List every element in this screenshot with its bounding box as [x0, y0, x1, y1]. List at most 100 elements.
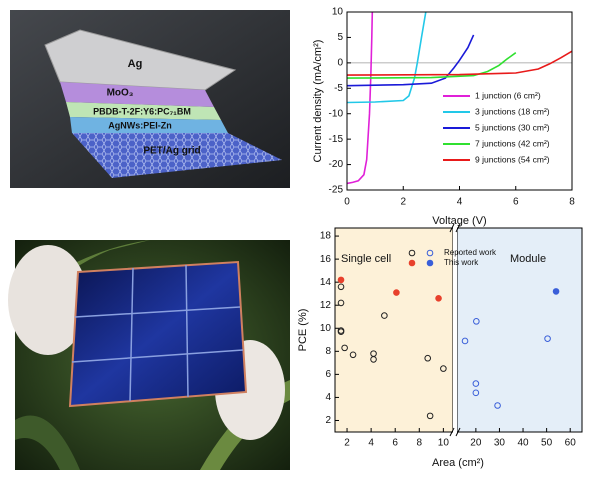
data-point [337, 328, 345, 336]
x-tick-label: 2 [400, 197, 406, 208]
data-point [337, 283, 345, 291]
y-tick-label: -25 [329, 185, 344, 196]
x-tick-label: 40 [517, 438, 529, 449]
legend-label: 9 junctions (54 cm²) [475, 154, 550, 164]
x-tick-label: 50 [541, 438, 553, 449]
data-point [440, 365, 447, 372]
y-tick-label: -5 [334, 83, 343, 94]
y-tick-label: 10 [320, 323, 332, 334]
data-point [473, 318, 480, 325]
x-tick-label: 4 [368, 438, 374, 449]
x-tick-label: 2 [344, 438, 350, 449]
x-tick-label: 6 [392, 438, 398, 449]
axis-break [453, 226, 457, 434]
x-tick-label: 0 [344, 197, 350, 208]
jv-curve [346, 52, 517, 79]
layer-label: AgNWs:PEI-Zn [108, 120, 172, 130]
y-tick-label: 6 [325, 369, 331, 380]
module-divider [74, 306, 241, 318]
y-tick-label: 12 [320, 300, 332, 311]
data-point [341, 344, 348, 352]
legend-marker [408, 259, 416, 267]
data-point [472, 389, 480, 397]
data-point [461, 337, 469, 345]
leaf [15, 415, 80, 470]
layer-ag [44, 29, 237, 91]
data-point [494, 402, 501, 409]
data-point [337, 276, 345, 284]
data-point [370, 356, 377, 363]
region-background [335, 228, 453, 432]
break-mark [455, 427, 461, 437]
x-tick-label: 30 [494, 438, 506, 449]
legend-label: Reported work [444, 248, 497, 257]
jv-curve [346, 34, 475, 87]
layer-agnws [70, 117, 228, 133]
module-divider [185, 264, 189, 398]
y-tick-label: 5 [337, 32, 343, 43]
legend-label: 3 junctions (18 cm²) [475, 106, 550, 116]
layer-label: PET/Ag grid [143, 146, 200, 157]
y-tick-label: 4 [325, 392, 331, 403]
x-tick-label: 6 [513, 197, 519, 208]
module-divider [71, 349, 244, 363]
data-point [472, 380, 480, 387]
data-point [552, 288, 560, 295]
layer-active [66, 102, 221, 120]
y-tick-label: 14 [320, 277, 332, 288]
y-axis-label: Current density (mA/cm²) [312, 40, 324, 163]
data-point [435, 295, 442, 302]
x-tick-label: 60 [565, 438, 577, 449]
break-mark [455, 223, 461, 233]
solar-module [68, 260, 248, 408]
data-point [393, 289, 400, 296]
jv-curve [346, 11, 427, 104]
x-tick-label: 8 [417, 438, 423, 449]
legend-marker [426, 259, 434, 267]
x-tick-label: 20 [470, 438, 482, 449]
break-mark [449, 427, 455, 437]
data-point [424, 354, 432, 362]
data-point [426, 412, 434, 420]
y-tick-label: 16 [320, 254, 332, 265]
x-tick-label: 10 [438, 438, 450, 449]
data-point [544, 335, 551, 342]
layer-pet [72, 133, 282, 178]
y-tick-label: -10 [329, 108, 344, 119]
legend-marker [408, 249, 416, 257]
legend-label: 1 junction (6 cm²) [475, 90, 541, 100]
data-point [337, 299, 345, 307]
module-divider [129, 267, 134, 402]
x-tick-label: 4 [457, 197, 463, 208]
x-axis-label: Voltage (V) [432, 215, 486, 227]
y-tick-label: 18 [320, 231, 332, 242]
y-tick-label: 2 [325, 415, 331, 426]
layer-label: MoO₃ [107, 88, 134, 99]
glove [8, 245, 88, 355]
x-tick-label: 8 [569, 197, 575, 208]
layer-label: PBDB-T-2F:Y6:PC₇₁BM [93, 106, 191, 116]
legend-label: This work [444, 258, 479, 267]
y-tick-label: -15 [329, 134, 344, 145]
break-mark [449, 223, 455, 233]
y-tick-label: 0 [337, 57, 343, 68]
legend-marker [426, 249, 434, 257]
data-point [381, 312, 388, 319]
y-tick-label: -20 [329, 159, 344, 170]
jv-curve [346, 50, 573, 76]
legend-label: 5 junctions (30 cm²) [475, 122, 550, 132]
layer-label: Ag [128, 58, 143, 70]
region-background [457, 228, 582, 432]
y-axis-label: PCE (%) [297, 309, 309, 352]
x-axis-label: Area (cm²) [432, 457, 484, 469]
y-tick-label: 8 [325, 346, 331, 357]
region-label: Module [510, 253, 546, 265]
plot-frame [346, 11, 573, 191]
region-label: Single cell [341, 253, 391, 265]
legend-label: 7 junctions (42 cm²) [475, 138, 550, 148]
layer-moo3 [60, 82, 214, 107]
y-tick-label: 10 [332, 7, 344, 18]
jv-curve [346, 11, 374, 185]
